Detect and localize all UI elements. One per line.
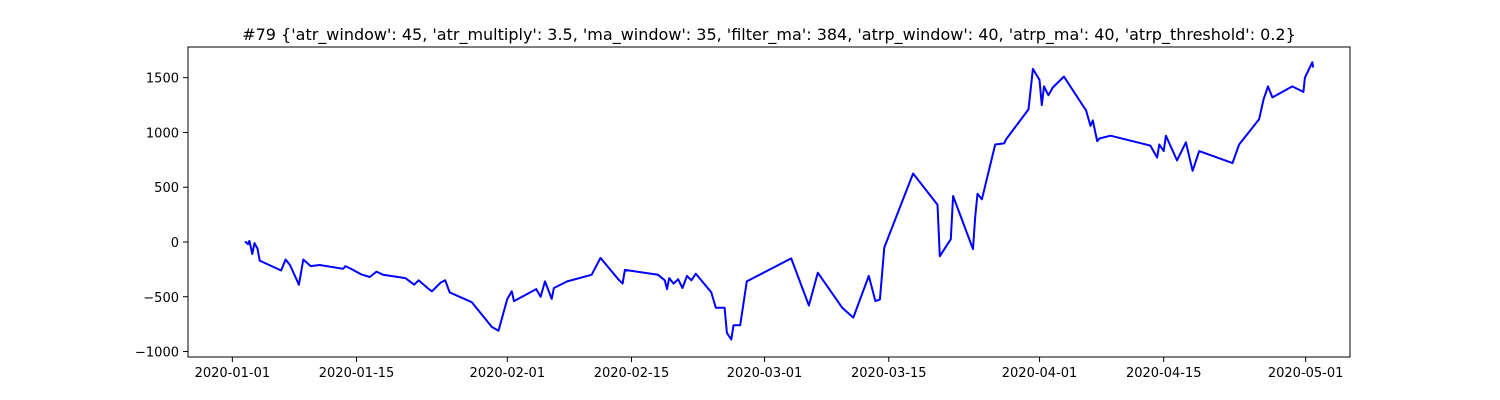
y-tick-label: −1000 (135, 346, 179, 361)
axes-frame (187, 46, 1351, 358)
plot-area (244, 61, 1314, 341)
y-tick-label: 1000 (146, 126, 179, 141)
x-tick-label: 2020-01-15 (319, 366, 395, 381)
x-tick-label: 2020-04-15 (1126, 366, 1202, 381)
data-series-line (244, 61, 1314, 341)
x-tick-label: 2020-02-15 (594, 366, 670, 381)
x-tick-label: 2020-02-01 (470, 366, 546, 381)
chart-title: #79 {'atr_window': 45, 'atr_multiply': 3… (242, 25, 1296, 45)
y-tick-label: 500 (154, 181, 179, 196)
y-tick-label: 1500 (146, 72, 179, 87)
x-tick-label: 2020-01-01 (195, 366, 271, 381)
y-tick-label: 0 (171, 236, 179, 251)
y-tick-label: −500 (143, 291, 179, 306)
x-tick-label: 2020-05-01 (1268, 366, 1344, 381)
x-tick-label: 2020-04-01 (1002, 366, 1078, 381)
axis-ticks: 2020-01-01 2020-01-15 2020-02-01 2020-02-15… (135, 72, 1343, 381)
x-tick-label: 2020-03-15 (851, 366, 927, 381)
x-tick-label: 2020-03-01 (727, 366, 803, 381)
